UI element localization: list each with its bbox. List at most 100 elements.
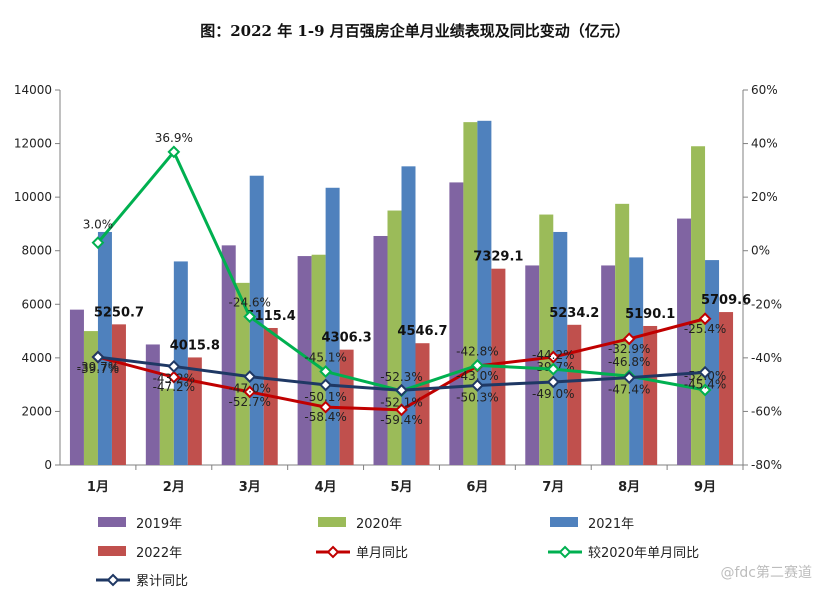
bar-data-label: 7329.1 bbox=[473, 250, 523, 265]
legend-marker bbox=[326, 545, 340, 559]
bar bbox=[325, 187, 340, 465]
line-data-label: -50.1% bbox=[304, 390, 346, 404]
line-data-label: -42.8% bbox=[456, 344, 498, 358]
left-tick-label: 12000 bbox=[14, 137, 52, 151]
right-tick-label: -40% bbox=[751, 351, 782, 365]
line-point-marker bbox=[470, 358, 484, 372]
legend-marker bbox=[106, 573, 120, 587]
bar bbox=[373, 235, 388, 465]
right-tick-label: 0% bbox=[751, 244, 770, 258]
line-point-marker bbox=[622, 371, 636, 385]
bar-data-label: 5709.6 bbox=[701, 293, 751, 308]
bar bbox=[691, 146, 706, 465]
line-data-label: -52.1% bbox=[380, 395, 422, 409]
legend-swatch bbox=[98, 517, 126, 527]
line-point-marker bbox=[622, 332, 636, 346]
line-point-marker bbox=[319, 378, 333, 392]
bar bbox=[539, 214, 554, 465]
legend-swatch bbox=[550, 517, 578, 527]
line-point-marker bbox=[698, 365, 712, 379]
bar bbox=[235, 282, 250, 465]
bar bbox=[69, 309, 84, 465]
bar bbox=[629, 257, 644, 465]
x-tick-label: 5月 bbox=[390, 480, 412, 495]
left-tick-label: 8000 bbox=[21, 244, 52, 258]
legend-swatch bbox=[318, 517, 346, 527]
line-data-label: -43.0% bbox=[456, 369, 498, 383]
line-data-label: -39.7% bbox=[77, 360, 119, 374]
line-data-label: -52.3% bbox=[380, 370, 422, 384]
bar bbox=[83, 331, 98, 465]
line-data-label: -45.1% bbox=[304, 351, 346, 365]
bar bbox=[187, 357, 202, 465]
line-data-label: -39.7% bbox=[77, 362, 119, 376]
line-data-label: -49.0% bbox=[532, 387, 574, 401]
line-data-label: -25.4% bbox=[684, 322, 726, 336]
left-tick-label: 2000 bbox=[21, 404, 52, 418]
line-point-marker bbox=[546, 350, 560, 364]
bar bbox=[705, 260, 720, 465]
bar bbox=[643, 325, 658, 465]
right-tick-label: -60% bbox=[751, 404, 782, 418]
legend-label: 单月同比 bbox=[356, 546, 408, 561]
bar bbox=[553, 231, 568, 465]
x-tick-label: 4月 bbox=[315, 480, 337, 495]
right-tick-label: -20% bbox=[751, 297, 782, 311]
line-data-label: -59.4% bbox=[380, 413, 422, 427]
line-point-marker bbox=[319, 365, 333, 378]
bar bbox=[387, 210, 402, 465]
bar bbox=[297, 256, 312, 465]
line-point-marker bbox=[546, 375, 560, 389]
bar bbox=[221, 245, 236, 465]
legend-label: 2019年 bbox=[136, 517, 182, 532]
line-point-marker bbox=[243, 310, 257, 324]
line-data-label: 3.0% bbox=[83, 218, 114, 232]
bar bbox=[97, 231, 112, 465]
line-data-label: -47.4% bbox=[608, 383, 650, 397]
bar bbox=[311, 254, 326, 465]
bar bbox=[159, 388, 174, 465]
bar bbox=[719, 312, 734, 465]
bar-data-label: 5190.1 bbox=[625, 307, 675, 322]
bar bbox=[173, 261, 188, 465]
line-point-marker bbox=[546, 362, 560, 376]
legend-label: 较2020年单月同比 bbox=[588, 546, 699, 561]
bar bbox=[567, 324, 582, 465]
legend-label: 2022年 bbox=[136, 546, 182, 561]
x-tick-label: 9月 bbox=[694, 480, 716, 495]
bar bbox=[463, 122, 478, 466]
watermark: @fdc第二赛道 bbox=[720, 565, 812, 581]
bar-data-label: 4015.8 bbox=[170, 338, 220, 353]
legend-marker bbox=[558, 545, 572, 559]
line-data-label: -43.2% bbox=[153, 371, 195, 385]
line-data-label: -47.2% bbox=[153, 380, 195, 394]
line-data-label: -52.7% bbox=[228, 395, 270, 409]
bar bbox=[111, 324, 126, 465]
line-data-label: 36.9% bbox=[155, 131, 193, 145]
right-tick-label: 40% bbox=[751, 137, 778, 151]
bar bbox=[415, 343, 430, 465]
bar bbox=[449, 182, 464, 466]
bar-data-label: 5234.2 bbox=[549, 306, 599, 321]
bar bbox=[525, 265, 540, 465]
line-point-marker bbox=[167, 145, 181, 159]
line-data-label: -32.9% bbox=[608, 342, 650, 356]
line-data-label: -58.4% bbox=[304, 410, 346, 424]
left-tick-label: 4000 bbox=[21, 351, 52, 365]
x-tick-label: 7月 bbox=[542, 480, 564, 495]
line-point-marker bbox=[243, 370, 257, 384]
line-point-marker bbox=[470, 379, 484, 392]
line-point-marker bbox=[167, 360, 181, 373]
left-tick-label: 6000 bbox=[21, 297, 52, 311]
x-tick-label: 3月 bbox=[239, 480, 261, 495]
line-point-marker bbox=[698, 383, 712, 397]
line-point-marker bbox=[395, 383, 408, 397]
legend-swatch bbox=[98, 546, 126, 556]
chart-title: 图：2022 年 1-9 月百强房企单月业绩表现及同比变动（亿元） bbox=[200, 22, 630, 40]
legend-label: 2020年 bbox=[356, 517, 402, 532]
line-point-marker bbox=[167, 370, 181, 384]
x-tick-label: 1月 bbox=[87, 480, 109, 495]
x-tick-label: 8月 bbox=[618, 480, 640, 495]
bar-data-label: 5250.7 bbox=[94, 305, 144, 320]
